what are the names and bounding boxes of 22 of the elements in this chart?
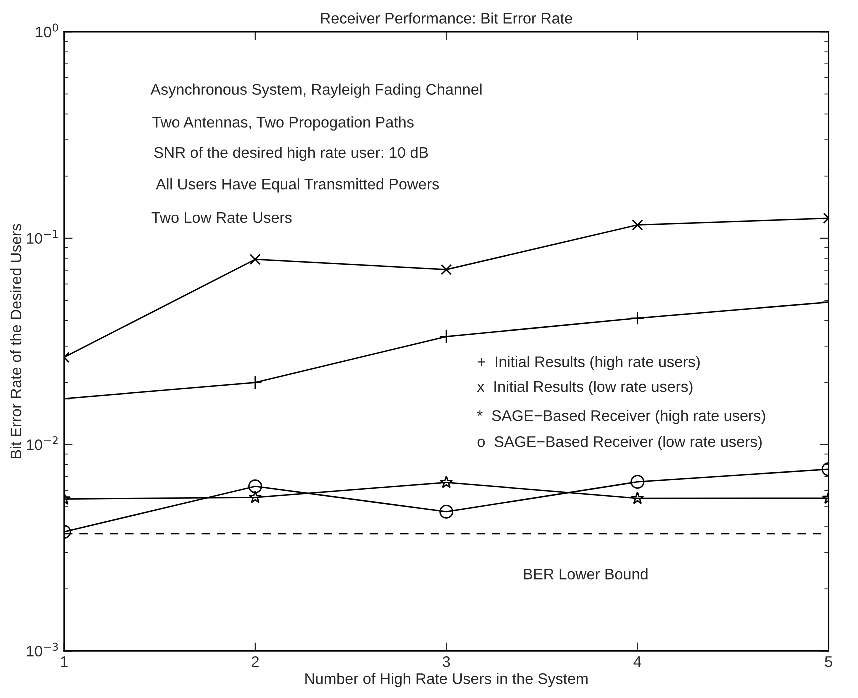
chart-title: Receiver Performance: Bit Error Rate (321, 12, 572, 24)
annotation: Asynchronous System, Rayleigh Fading Channel (150, 84, 482, 98)
x-axis-title: Number of High Rate Users in the System (306, 673, 588, 688)
y-tick-label: 10$^{−2}$ (27, 436, 58, 450)
y-axis-title: Bit Error Rate of the Desired Users (10, 224, 22, 458)
ref-line-label: BER Lower Bound (524, 568, 648, 580)
annotation: o SAGE−Based Receiver (low rate users) (478, 436, 762, 450)
x-tick-label: 5 (825, 656, 832, 668)
annotation: * SAGE−Based Receiver (high rate users) (477, 410, 766, 424)
y-tick-label: 10$^{0}$ (36, 24, 58, 38)
annotation: x Initial Results (low rate users) (477, 380, 693, 396)
y-tick-label: 10$^{−1}$ (27, 230, 58, 244)
annotation: Two Low Rate Users (152, 212, 292, 224)
x-tick-label: 1 (61, 656, 68, 668)
x-tick-label: 4 (634, 656, 642, 668)
x-tick-label: 3 (442, 656, 450, 668)
annotation: All Users Have Equal Transmitted Powers (156, 178, 440, 193)
annotation: Two Antennas, Two Propogation Paths (152, 116, 414, 131)
y-tick-label: 10$^{−3}$ (27, 642, 58, 657)
annotation: + Initial Results (high rate users) (478, 356, 700, 370)
x-tick-label: 2 (252, 656, 259, 668)
annotation: SNR of the desired high rate user: 10 dB (154, 146, 428, 162)
